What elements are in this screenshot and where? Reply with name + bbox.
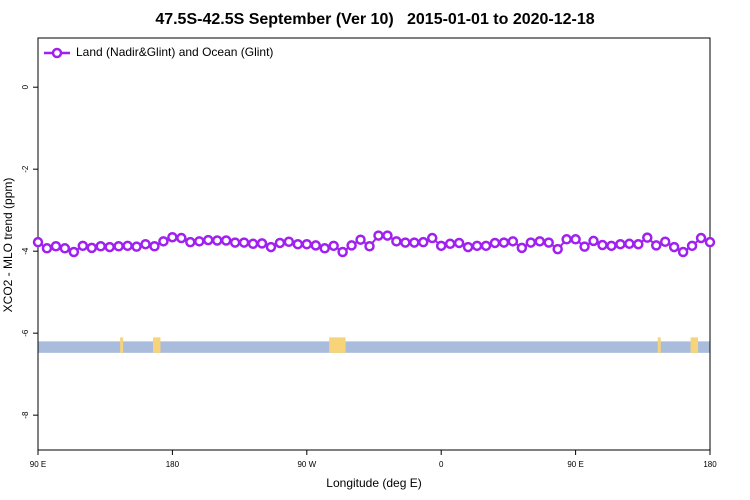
- legend-label: Land (Nadir&Glint) and Ocean (Glint): [76, 45, 273, 59]
- data-point: [534, 236, 546, 247]
- x-tick-label: 90 W: [297, 460, 316, 469]
- y-tick-label: 0: [21, 84, 30, 89]
- data-point: [167, 231, 178, 243]
- data-point: [319, 243, 330, 254]
- data-point: [158, 236, 169, 247]
- data-point: [624, 238, 635, 250]
- x-tick-label: 0: [439, 460, 444, 469]
- data-point: [140, 238, 151, 250]
- data-point: [176, 232, 187, 244]
- data-point: [32, 236, 44, 248]
- data-point: [274, 237, 286, 249]
- data-point: [247, 238, 259, 250]
- data-point: [516, 242, 528, 254]
- data-point: [668, 241, 680, 253]
- data-point: [265, 241, 277, 253]
- x-axis-label: Longitude (deg E): [326, 476, 421, 490]
- legend-marker: [51, 47, 63, 59]
- data-point: [561, 234, 572, 245]
- x-tick-label: 90 E: [30, 460, 46, 469]
- data-point: [444, 238, 456, 250]
- y-axis-label: XCO2 - MLO trend (ppm): [1, 178, 15, 313]
- data-point: [122, 240, 133, 252]
- data-point: [310, 240, 322, 251]
- data-point: [77, 240, 89, 252]
- data-point: [50, 241, 62, 252]
- data-point: [59, 243, 71, 254]
- data-point: [185, 236, 196, 248]
- data-point: [337, 246, 348, 258]
- data-point: [346, 240, 357, 251]
- data-point: [391, 236, 402, 247]
- land-patch: [657, 337, 661, 353]
- data-point: [328, 240, 339, 252]
- data-point: [633, 238, 644, 250]
- data-point: [650, 240, 662, 251]
- data-point: [480, 240, 492, 252]
- data-point: [283, 236, 295, 247]
- data-point: [471, 240, 483, 252]
- data-point: [525, 237, 537, 248]
- data-point: [570, 234, 581, 245]
- land-patch: [690, 337, 699, 353]
- data-point: [462, 241, 474, 253]
- data-point: [659, 236, 671, 247]
- y-tick-label: -4: [21, 247, 30, 255]
- data-point: [686, 240, 698, 252]
- data-point: [211, 235, 223, 246]
- chart-title: 47.5S-42.5S September (Ver 10) 2015-01-0…: [155, 11, 594, 28]
- data-point: [642, 232, 653, 243]
- ocean-band: [38, 341, 710, 353]
- data-point: [489, 237, 501, 249]
- land-patch: [120, 337, 124, 353]
- land-patch: [152, 337, 161, 353]
- data-point: [364, 241, 375, 252]
- y-tick-label: -8: [21, 411, 30, 419]
- data-point: [202, 234, 214, 246]
- x-tick-label: 180: [703, 460, 717, 469]
- data-point: [543, 237, 554, 248]
- data-point: [418, 236, 429, 248]
- data-point: [86, 242, 98, 254]
- data-point: [131, 241, 142, 252]
- data-point: [704, 236, 716, 248]
- land-patch: [329, 337, 346, 353]
- data-point: [400, 237, 411, 248]
- data-point: [597, 239, 608, 251]
- data-point: [229, 237, 241, 248]
- data-point: [695, 232, 707, 244]
- data-point: [409, 237, 420, 248]
- data-point: [149, 241, 160, 252]
- x-tick-label: 90 E: [567, 460, 583, 469]
- data-point: [507, 236, 519, 247]
- data-point: [220, 235, 232, 246]
- data-point: [606, 240, 617, 252]
- data-point: [95, 241, 106, 252]
- data-point: [498, 237, 510, 248]
- data-point: [453, 237, 465, 249]
- data-point: [41, 243, 53, 254]
- data-point: [382, 230, 393, 241]
- data-point: [301, 238, 313, 250]
- data-point: [292, 238, 304, 250]
- data-point: [68, 246, 80, 258]
- data-point: [579, 241, 590, 252]
- data-point: [256, 238, 268, 249]
- data-point: [104, 241, 115, 253]
- data-point: [373, 230, 384, 241]
- y-tick-label: -6: [21, 329, 30, 337]
- data-point: [435, 240, 447, 252]
- data-point: [238, 237, 250, 248]
- data-point: [677, 246, 689, 258]
- data-point: [355, 234, 366, 245]
- data-point: [588, 235, 599, 247]
- x-tick-label: 180: [166, 460, 180, 469]
- y-tick-label: -2: [21, 165, 30, 173]
- data-point: [426, 232, 438, 244]
- data-point: [552, 243, 563, 255]
- data-point: [615, 238, 626, 250]
- data-point: [194, 236, 205, 247]
- data-point: [113, 241, 124, 252]
